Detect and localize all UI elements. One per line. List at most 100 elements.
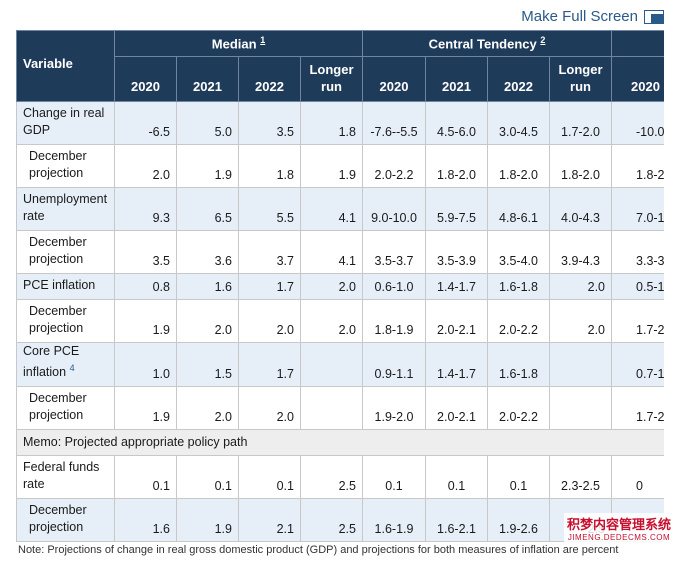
range-header-cut xyxy=(611,30,664,57)
row-label-text: December projection xyxy=(29,391,87,423)
range-cell-cut: 1.7-2 xyxy=(611,299,664,343)
central-tendency-cell: 1.6-1.8 xyxy=(487,273,550,300)
median-cell: 2.0 xyxy=(238,386,301,431)
central-tendency-cell xyxy=(548,386,613,431)
central-tendency-header: Central Tendency 2 xyxy=(361,30,613,57)
median-cell: 1.6 xyxy=(176,273,239,300)
table-row: December projection 1.9 2.0 2.0 2.0 1.8-1.9 2.… xyxy=(16,299,664,343)
row-label-text: Change in real GDP xyxy=(23,106,105,137)
median-cell: 1.7 xyxy=(238,341,301,388)
row-label: Unemployment rate xyxy=(16,187,115,231)
median-cell: 6.5 xyxy=(176,187,239,231)
central-tendency-cell: 1.6-2.1 xyxy=(425,498,488,543)
row-label: December projection xyxy=(16,230,115,274)
range-cell-text: 3.3-3 xyxy=(636,254,664,268)
central-tendency-cell: 1.6-1.9 xyxy=(362,498,426,543)
range-cell-text: -10.0-−4 xyxy=(636,125,664,139)
row-label: December projection xyxy=(16,498,115,543)
row-label: PCE inflation xyxy=(16,273,115,300)
table-row: December projection 3.5 3.6 3.7 4.1 3.5-3.7 3.… xyxy=(16,230,664,274)
central-tendency-cell: 1.4-1.7 xyxy=(425,341,488,388)
median-year-2022: 2022 xyxy=(238,56,301,102)
table-row: Core PCE inflation 4 1.0 1.5 1.7 0.9-1.1 1.4-… xyxy=(16,341,664,388)
median-cell: 3.7 xyxy=(238,230,301,274)
median-cell: 1.6 xyxy=(114,498,177,543)
table-row: December projection 2.0 1.9 1.8 1.9 2.0-2.2 1.… xyxy=(16,144,664,188)
central-tendency-cell: 4.0-4.3 xyxy=(548,187,613,231)
central-tendency-cell: 3.5-4.0 xyxy=(487,230,550,274)
central-tendency-cell: 0.9-1.1 xyxy=(362,341,426,388)
central-tendency-cell: 1.9-2.0 xyxy=(362,386,426,431)
central-year-2022: 2022 xyxy=(487,56,550,102)
central-tendency-cell: 1.4-1.7 xyxy=(425,273,488,300)
row-label: Core PCE inflation 4 xyxy=(16,341,115,388)
range-cell-cut: -10.0-−4 xyxy=(611,101,664,145)
range-year-2020-cut: 2020 xyxy=(611,56,664,102)
central-tendency-cell: 2.0-2.2 xyxy=(487,299,550,343)
watermark-en: JIMENG.DEDECMS.COM xyxy=(567,533,671,542)
table-row: Memo: Projected appropriate policy path xyxy=(16,429,664,457)
median-cell xyxy=(300,341,363,388)
central-tendency-cell: 0.1 xyxy=(425,455,488,500)
range-cell-cut: 0.5-1 xyxy=(611,273,664,300)
make-full-screen-label[interactable]: Make Full Screen xyxy=(521,8,638,25)
central-tendency-cell: 9.0-10.0 xyxy=(362,187,426,231)
central-tendency-cell: 4.8-6.1 xyxy=(487,187,550,231)
central-tendency-cell: 0.6-1.0 xyxy=(362,273,426,300)
median-cell: 1.9 xyxy=(176,498,239,543)
median-cell: 0.1 xyxy=(114,455,177,500)
median-cell: 5.0 xyxy=(176,101,239,145)
range-cell-cut: 3.3-3 xyxy=(611,230,664,274)
fullscreen-icon[interactable] xyxy=(644,9,664,24)
central-tendency-cell: 2.0-2.2 xyxy=(487,386,550,431)
range-cell-text: 0.7-1 xyxy=(636,367,664,382)
median-cell: 2.5 xyxy=(300,455,363,500)
median-cell: 1.8 xyxy=(238,144,301,188)
table-row: Unemployment rate 9.3 6.5 5.5 4.1 9.0-10.0 5.9… xyxy=(16,187,664,231)
median-cell xyxy=(300,386,363,431)
central-longer-run: Longer run xyxy=(548,56,613,102)
watermark-logo: 积梦内容管理系统 JIMENG.DEDECMS.COM xyxy=(563,513,674,543)
range-cell-text: 1.7-2 xyxy=(636,410,664,425)
row-label-text: PCE inflation xyxy=(23,278,96,292)
median-cell: 3.6 xyxy=(176,230,239,274)
median-footnote-link[interactable]: 1 xyxy=(260,35,266,46)
central-tendency-cell: 2.0 xyxy=(548,299,613,343)
row-label-text: December projection xyxy=(29,503,87,535)
central-year-2021: 2021 xyxy=(425,56,488,102)
central-tendency-cell: 2.0-2.1 xyxy=(425,299,488,343)
footnote-link[interactable]: 4 xyxy=(69,363,75,373)
median-cell: 2.0 xyxy=(300,273,363,300)
median-cell: 1.5 xyxy=(176,341,239,388)
median-cell: 4.1 xyxy=(300,187,363,231)
range-cell-text: 7.0-14 xyxy=(636,211,664,225)
range-cell-cut: 7.0-14 xyxy=(611,187,664,231)
watermark-cn: 积梦内容管理系统 xyxy=(566,518,671,533)
row-label: December projection xyxy=(16,144,115,188)
central-tendency-cell: 3.5-3.7 xyxy=(362,230,426,274)
central-year-2020: 2020 xyxy=(362,56,426,102)
range-cell-cut: 1.7-2 xyxy=(611,386,664,431)
median-cell: 2.5 xyxy=(300,498,363,543)
median-cell: 1.9 xyxy=(300,144,363,188)
central-tendency-cell: 1.9-2.6 xyxy=(487,498,550,543)
memo-row-label: Memo: Projected appropriate policy path xyxy=(16,429,664,457)
median-cell: 1.9 xyxy=(176,144,239,188)
median-cell: 2.0 xyxy=(176,299,239,343)
central-tendency-cell: 1.6-1.8 xyxy=(487,341,550,388)
median-cell: 1.9 xyxy=(114,299,177,343)
central-tendency-cell: 1.8-2.0 xyxy=(548,144,613,188)
median-year-2020: 2020 xyxy=(114,56,177,102)
make-full-screen-button[interactable]: Make Full Screen xyxy=(521,8,664,25)
central-tendency-cell: 1.8-2.0 xyxy=(425,144,488,188)
median-year-2021: 2021 xyxy=(176,56,239,102)
range-cell-cut: 1.8-2 xyxy=(611,144,664,188)
median-cell: 2.0 xyxy=(114,144,177,188)
range-cell-cut: 0.7-1 xyxy=(611,341,664,388)
central-tendency-cell: 1.8-2.0 xyxy=(487,144,550,188)
table-row: PCE inflation 0.8 1.6 1.7 2.0 0.6-1.0 1.4-1.7 1… xyxy=(16,273,664,300)
central-footnote-link[interactable]: 2 xyxy=(540,35,546,46)
median-header: Median 1 xyxy=(114,30,363,57)
central-tendency-cell: 1.8-1.9 xyxy=(362,299,426,343)
range-cell-cut: 0 xyxy=(611,455,664,500)
